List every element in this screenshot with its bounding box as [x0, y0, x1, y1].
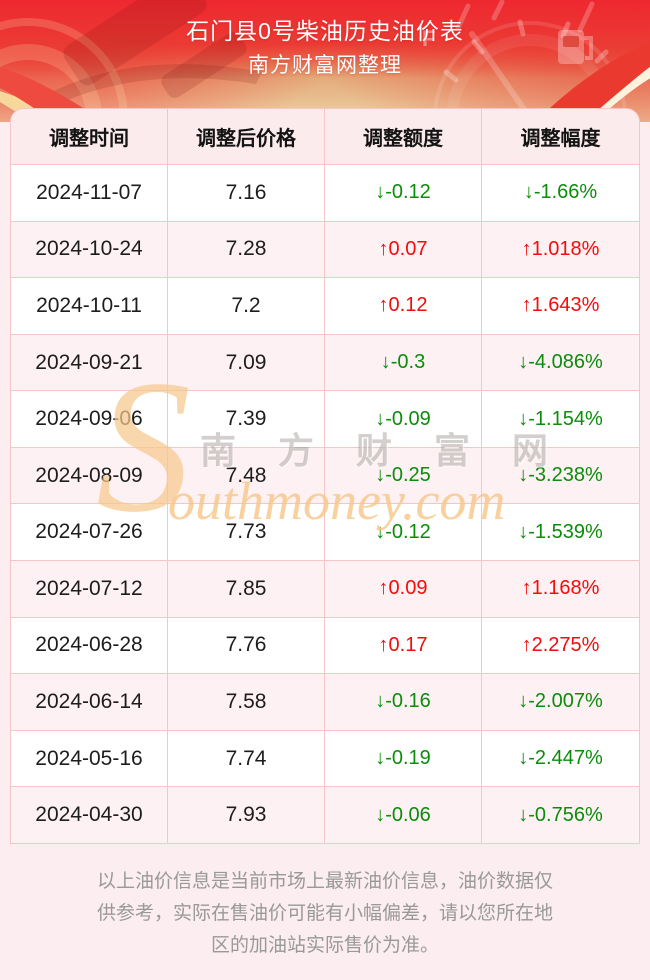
cell-price: 7.39: [168, 391, 325, 447]
cell-change-amount: ↓-0.3: [325, 334, 482, 391]
table-row: 2024-11-07 7.16 ↓-0.12 ↓-1.66%: [11, 165, 639, 222]
cell-change-pct: ↓-0.756%: [518, 803, 603, 826]
hero-text: 石门县0号柴油历史油价表 南方财富网整理: [0, 0, 650, 80]
cell-adjust-date: 2024-04-30: [11, 787, 168, 843]
cell-change-pct: ↓-2.447%: [518, 747, 603, 770]
cell-price: 7.28: [168, 221, 325, 278]
cell-change-amount: ↓-0.16: [325, 674, 482, 730]
fuel-nozzle-icon: [12, 0, 262, 122]
svg-text:F: F: [422, 26, 435, 51]
cell-adjust-date: 2024-07-12: [11, 561, 168, 617]
table-body: 2024-11-07 7.16 ↓-0.12 ↓-1.66% 2024-10-2…: [11, 165, 639, 843]
table-row: 2024-06-28 7.76 ↑0.17 ↑2.275%: [11, 617, 639, 675]
cell-price: 7.85: [168, 561, 325, 617]
light-streaks-art: [455, 0, 595, 33]
cell-adjust-date: 2024-09-21: [11, 334, 168, 391]
cell-change-amount: ↓-0.09: [325, 391, 482, 447]
footer-line: 区的加油站实际售价为准。: [210, 935, 439, 956]
cell-change-pct: ↑1.018%: [521, 237, 600, 260]
cell-adjust-date: 2024-07-26: [11, 504, 168, 561]
cell-adjust-date: 2024-09-06: [11, 391, 168, 447]
table-row: 2024-05-16 7.74 ↓-0.19 ↓-2.447%: [11, 730, 639, 788]
table-row: 2024-09-21 7.09 ↓-0.3 ↓-4.086%: [11, 334, 639, 392]
cell-change-amount: ↓-0.12: [325, 504, 482, 561]
cell-change-amount: ↓-0.19: [325, 730, 482, 787]
table-row: 2024-07-26 7.73 ↓-0.12 ↓-1.539%: [11, 504, 639, 562]
cell-price: 7.48: [168, 447, 325, 504]
cell-change-amount: ↑0.09: [325, 561, 482, 617]
cell-adjust-date: 2024-10-11: [11, 278, 168, 334]
table-header-row: 调整时间 调整后价格 调整额度 调整幅度: [11, 109, 639, 165]
table-row: 2024-10-24 7.28 ↑0.07 ↑1.018%: [11, 221, 639, 279]
column-header-price-after: 调整后价格: [168, 109, 325, 164]
cell-price: 7.09: [168, 334, 325, 391]
footer-line: 以上油价信息是当前市场上最新油价信息，油价数据仅: [96, 871, 553, 892]
footer-line: 供参考，实际在售油价可能有小幅偏差，请以您所在地: [96, 903, 553, 924]
cell-change-pct: ↑2.275%: [521, 633, 600, 656]
cell-change-amount: ↓-0.06: [325, 787, 482, 843]
hero-banner: F 石门县0号柴油历史油价表 南方财富网整理: [0, 0, 650, 122]
table-row: 2024-07-12 7.85 ↑0.09 ↑1.168%: [11, 561, 639, 618]
column-header-change-pct: 调整幅度: [520, 128, 601, 150]
cell-change-pct: ↓-1.66%: [523, 181, 598, 204]
price-table: 调整时间 调整后价格 调整额度 调整幅度 2024-11-07 7.16 ↓-0…: [10, 108, 640, 844]
cell-change-pct: ↓-2.007%: [518, 690, 603, 713]
cell-price: 7.16: [168, 165, 325, 221]
column-header-adjust-time: 调整时间: [11, 109, 168, 164]
cell-adjust-date: 2024-06-28: [11, 617, 168, 674]
cell-change-pct: ↓-4.086%: [518, 351, 603, 374]
cell-change-pct: ↑1.168%: [521, 577, 600, 600]
table-row: 2024-10-11 7.2 ↑0.12 ↑1.643%: [11, 278, 639, 335]
footer-disclaimer: 以上油价信息是当前市场上最新油价信息，油价数据仅 供参考，实际在售油价可能有小幅…: [0, 866, 650, 962]
cell-adjust-date: 2024-11-07: [11, 165, 168, 221]
pump-icon: [558, 30, 593, 64]
cell-adjust-date: 2024-10-24: [11, 221, 168, 278]
cell-change-pct: ↑1.643%: [521, 294, 600, 317]
cell-change-pct: ↓-1.539%: [518, 520, 603, 543]
cell-change-amount: ↓-0.12: [325, 165, 482, 221]
table-row: 2024-08-09 7.48 ↓-0.25 ↓-3.238%: [11, 447, 639, 505]
cell-change-amount: ↓-0.25: [325, 447, 482, 504]
table-row: 2024-09-06 7.39 ↓-0.09 ↓-1.154%: [11, 391, 639, 448]
cell-adjust-date: 2024-06-14: [11, 674, 168, 730]
cell-price: 7.76: [168, 617, 325, 674]
cell-change-amount: ↑0.12: [325, 278, 482, 334]
table-row: 2024-04-30 7.93 ↓-0.06 ↓-0.756%: [11, 787, 639, 843]
cell-price: 7.2: [168, 278, 325, 334]
table-row: 2024-06-14 7.58 ↓-0.16 ↓-2.007%: [11, 674, 639, 731]
cell-price: 7.73: [168, 504, 325, 561]
cell-change-amount: ↑0.07: [325, 221, 482, 278]
cell-adjust-date: 2024-05-16: [11, 730, 168, 787]
cell-price: 7.93: [168, 787, 325, 843]
cell-change-pct: ↓-3.238%: [518, 464, 603, 487]
column-header-change-amount: 调整额度: [325, 109, 482, 164]
page-title: 石门县0号柴油历史油价表: [186, 18, 464, 44]
cell-change-amount: ↑0.17: [325, 617, 482, 674]
cell-adjust-date: 2024-08-09: [11, 447, 168, 504]
cell-price: 7.58: [168, 674, 325, 730]
cell-price: 7.74: [168, 730, 325, 787]
page-subtitle: 南方财富网整理: [248, 54, 402, 77]
cell-change-pct: ↓-1.154%: [518, 407, 603, 430]
